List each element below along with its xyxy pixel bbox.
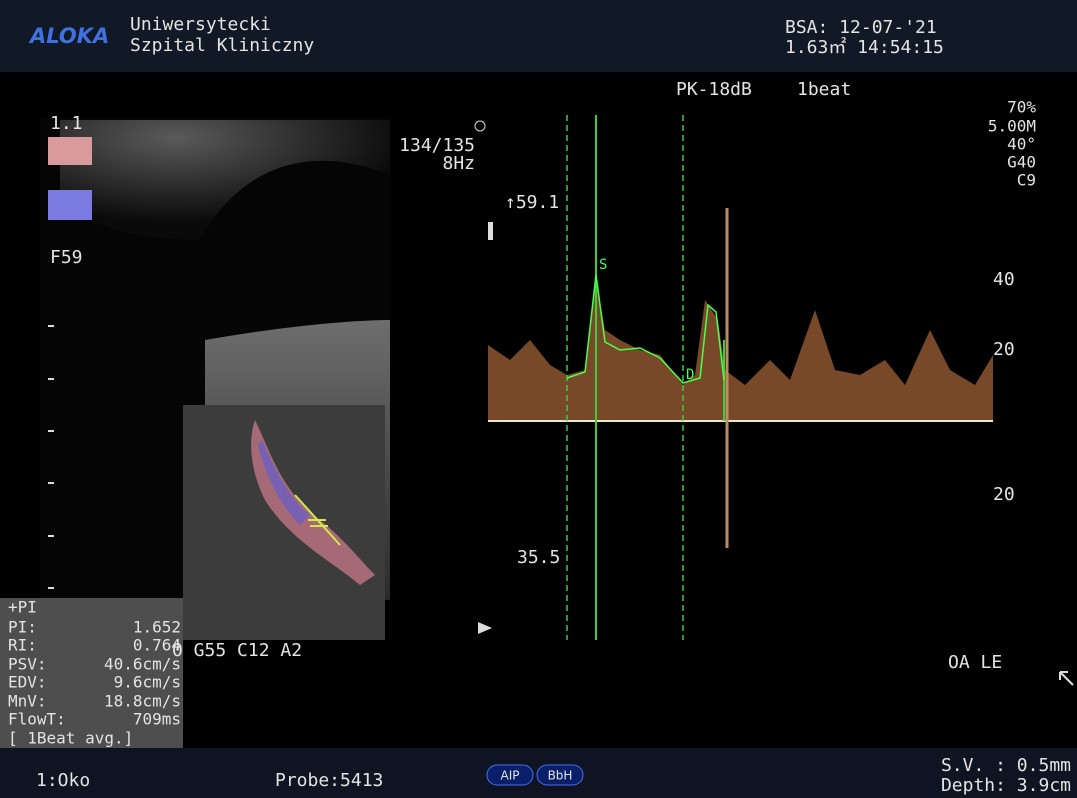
measurement-value: 709ms (133, 710, 181, 729)
bmode-params: 0 G55 C12 A2 (172, 640, 302, 661)
measurement-label: MnV: (8, 692, 47, 711)
patient: 1:Oko (36, 770, 90, 791)
exam-info: 1.63㎡ 14:54:15 (785, 36, 944, 58)
scale-marker (488, 222, 493, 240)
vessel-label: OA LE (948, 652, 1002, 673)
doppler-beats: 1beat (797, 79, 851, 100)
color-bar-blue (48, 190, 92, 220)
measurement-label: EDV: (8, 673, 47, 692)
param: 40° (1007, 135, 1036, 154)
marker-label: D (686, 367, 694, 383)
measurement-value: 40.6cm/s (104, 655, 181, 674)
hospital: Uniwersytecki (130, 14, 271, 35)
measurement-label: PSV: (8, 655, 47, 674)
ultrasound-screen: ALOKA Uniwersytecki Szpital Kliniczny BS… (0, 0, 1077, 798)
measurement-value: 0.764 (133, 636, 181, 655)
color-bar-red (48, 137, 92, 165)
hospital: Szpital Kliniczny (130, 35, 314, 56)
marker-label: S (599, 257, 607, 273)
measurement-note: [ 1Beat avg.] (8, 729, 133, 748)
velocity-max: ↑59.1 (505, 192, 559, 213)
param: C9 (1017, 171, 1036, 190)
exam-info: BSA: 12-07-'21 (785, 17, 937, 38)
bmode-image (40, 118, 390, 640)
measurement-label: PI: (8, 618, 37, 637)
param: 70% (1007, 98, 1036, 117)
measurement-value: 18.8cm/s (104, 692, 181, 711)
focus: F59 (50, 247, 83, 268)
measurement-value: 1.652 (133, 618, 181, 637)
velocity-scale: 40 (993, 269, 1015, 290)
velocity-scale: 20 (993, 339, 1015, 360)
color-scale: 1.1 (50, 113, 83, 134)
button-label[interactable]: AIP (501, 769, 520, 783)
brand: ALOKA (28, 24, 109, 48)
velocity-scale: 20 (993, 484, 1015, 505)
measurement-label: FlowT: (8, 710, 66, 729)
param: 5.00M (988, 117, 1036, 136)
param: G40 (1007, 153, 1036, 172)
measurement-value: 9.6cm/s (114, 673, 181, 692)
probe: Probe:5413 (275, 770, 383, 791)
velocity-min: 35.5 (517, 547, 560, 568)
page: {"header": {"brand": "ALOKA", "hospital"… (0, 0, 1077, 798)
measurement-title: +PI (8, 598, 37, 617)
measurement-label: RI: (8, 636, 37, 655)
doppler-settings: PK-18dB (676, 79, 752, 100)
frame-rate: 8Hz (442, 153, 475, 174)
button-label[interactable]: BbH (548, 769, 573, 783)
sample-volume: S.V. : 0.5mm (941, 755, 1071, 776)
depth: Depth: 3.9cm (941, 775, 1071, 796)
